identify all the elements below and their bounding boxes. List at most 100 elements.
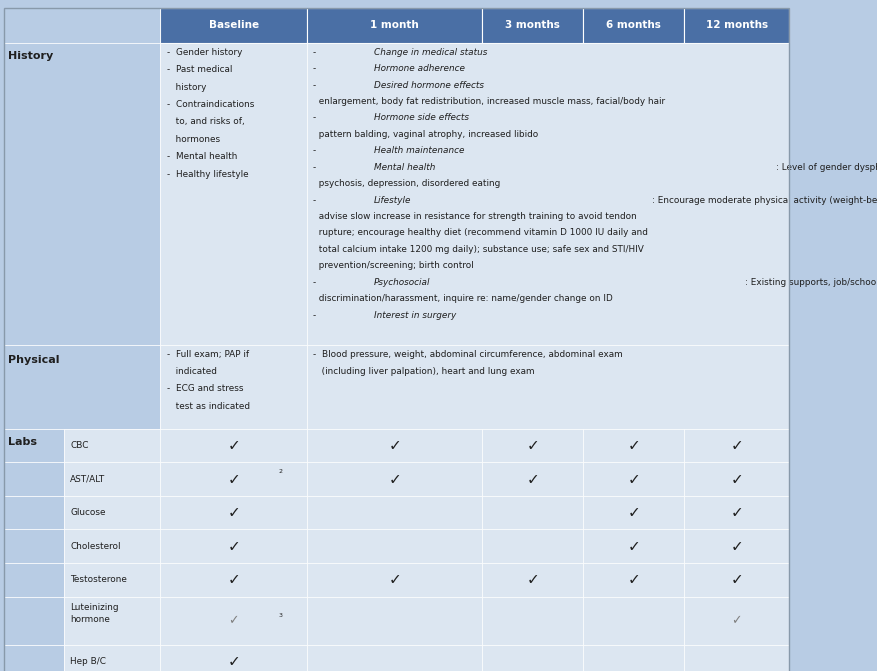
Bar [307,496,482,529]
Bar [583,496,684,529]
Text: psychosis, depression, disordered eating: psychosis, depression, disordered eating [313,179,501,188]
Text: -  Mental health: - Mental health [167,152,237,161]
Bar [160,529,307,563]
Text: hormones: hormones [167,135,220,144]
Bar [4,597,64,645]
Text: to, and risks of,: to, and risks of, [167,117,245,126]
Bar [583,645,684,671]
Text: ✓: ✓ [526,572,539,587]
Bar [583,563,684,597]
Bar [160,597,307,645]
Text: 2: 2 [278,468,282,474]
Bar [684,529,789,563]
Bar [160,43,307,345]
Bar [160,563,307,597]
Text: Interest in surgery: Interest in surgery [374,311,456,319]
Text: ✓: ✓ [227,472,240,486]
Text: -  Full exam; PAP if: - Full exam; PAP if [167,350,249,358]
Text: Psychosocial: Psychosocial [374,278,431,287]
Text: Luteinizing: Luteinizing [70,603,118,612]
Text: ✓: ✓ [526,472,539,486]
Text: Change in medical status: Change in medical status [374,48,487,56]
Text: ✓: ✓ [389,572,401,587]
Bar [684,496,789,529]
Text: Hep B/C: Hep B/C [70,657,106,666]
Bar [64,496,160,529]
Bar [583,529,684,563]
Bar [307,8,482,43]
Text: -  Past medical: - Past medical [167,65,232,74]
Text: Lifestyle: Lifestyle [374,195,411,205]
Text: -: - [313,146,319,155]
Text: : Existing supports, job/school, housing, financial concerns,: : Existing supports, job/school, housing… [745,278,877,287]
Bar [160,8,307,43]
Text: ✓: ✓ [731,472,743,486]
Bar [160,429,307,462]
Text: Baseline: Baseline [209,21,259,30]
Text: hormone: hormone [70,615,110,624]
Text: ✓: ✓ [731,539,743,554]
Bar [64,563,160,597]
Text: ✓: ✓ [627,472,640,486]
Bar [4,8,160,43]
Bar [482,563,583,597]
Bar [684,597,789,645]
Bar [307,563,482,597]
Bar [4,529,64,563]
Text: Hormone side effects: Hormone side effects [374,113,468,122]
Text: enlargement, body fat redistribution, increased muscle mass, facial/body hair: enlargement, body fat redistribution, in… [313,97,666,106]
Text: History: History [8,51,53,61]
Text: -  Gender history: - Gender history [167,48,242,56]
Text: Testosterone: Testosterone [70,575,127,584]
Bar [4,429,64,462]
Text: ✓: ✓ [389,438,401,453]
Text: Hormone adherence: Hormone adherence [374,64,465,73]
Bar [482,8,583,43]
Bar [684,462,789,496]
Text: ✓: ✓ [627,505,640,520]
Bar [482,429,583,462]
Text: ✓: ✓ [227,654,240,669]
Bar [307,429,482,462]
Bar [307,645,482,671]
Text: -  Healthy lifestyle: - Healthy lifestyle [167,170,248,178]
Text: Labs: Labs [8,437,37,448]
Text: Health maintenance: Health maintenance [374,146,464,155]
Bar [4,8,789,671]
Text: advise slow increase in resistance for strength training to avoid tendon: advise slow increase in resistance for s… [313,212,637,221]
Bar [482,597,583,645]
Text: prevention/screening; birth control: prevention/screening; birth control [313,261,474,270]
Text: (including liver palpation), heart and lung exam: (including liver palpation), heart and l… [313,367,535,376]
Bar [307,43,789,345]
Bar [684,8,789,43]
Bar [307,597,482,645]
Text: ✓: ✓ [731,438,743,453]
Bar [583,462,684,496]
Bar [64,645,160,671]
Text: indicated: indicated [167,367,217,376]
Text: ✓: ✓ [227,572,240,587]
Bar [160,645,307,671]
Text: ✓: ✓ [229,614,239,627]
Bar [4,462,64,496]
Text: -: - [313,64,319,73]
Bar [583,429,684,462]
Bar [64,462,160,496]
Text: : Level of gender dysphoria, aggression, anxiety, mania,: : Level of gender dysphoria, aggression,… [775,162,877,172]
Text: 1 month: 1 month [370,21,419,30]
Text: Glucose: Glucose [70,508,105,517]
Bar [4,645,64,671]
Text: ✓: ✓ [389,472,401,486]
Text: : Encourage moderate physical activity (weight-bearing and aerobic),: : Encourage moderate physical activity (… [652,195,877,205]
Bar [160,496,307,529]
Text: rupture; encourage healthy diet (recommend vitamin D 1000 IU daily and: rupture; encourage healthy diet (recomme… [313,228,648,238]
Bar [4,43,160,345]
Text: -: - [313,278,319,287]
Text: discrimination/harassment, inquire re: name/gender change on ID: discrimination/harassment, inquire re: n… [313,294,613,303]
Text: ✓: ✓ [627,539,640,554]
Bar [684,645,789,671]
Text: CBC: CBC [70,441,89,450]
Text: Cholesterol: Cholesterol [70,541,121,551]
Bar [684,429,789,462]
Bar [482,496,583,529]
